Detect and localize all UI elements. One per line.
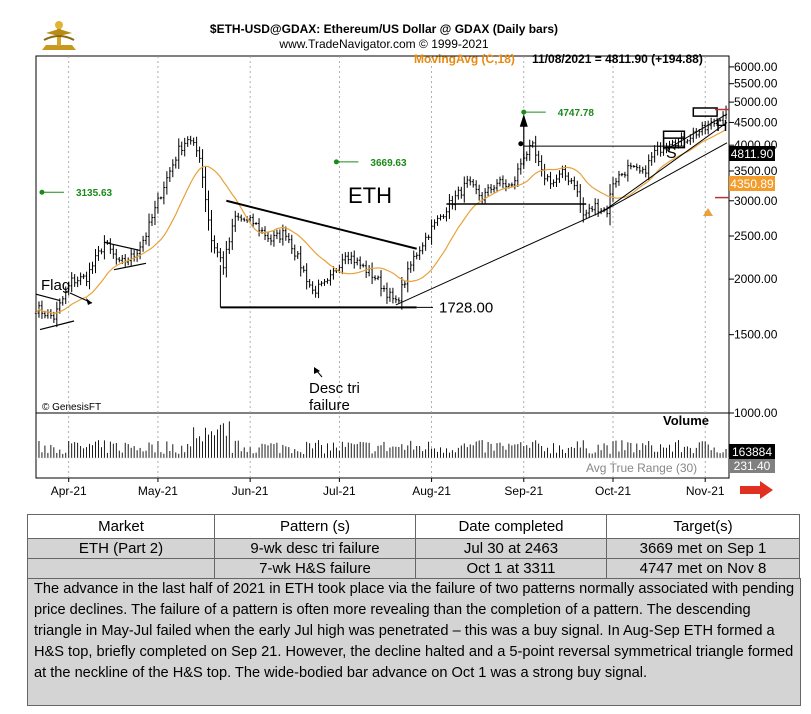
x-tick-label: Jul-21 — [323, 484, 356, 498]
last-bar-readout: 11/08/2021 = 4811.90 (+194.88) — [532, 52, 703, 66]
chart-title: $ETH-USD@GDAX: Ethereum/US Dollar @ GDAX… — [210, 22, 558, 36]
triangle-line — [603, 122, 728, 212]
price-chart: Flag 3135.63 3669.63 4747.78 1728.00 Desc tri… — [34, 21, 778, 499]
hs-shoulder-label: S — [666, 145, 677, 162]
y-tick-label: 4500.00 — [734, 115, 778, 129]
description-text: The advance in the last half of 2021 in … — [27, 578, 801, 706]
table-row: 7-wk H&S failure Oct 1 at 3311 4747 met … — [27, 558, 800, 579]
triangle-line — [603, 142, 728, 212]
volume-bars — [35, 421, 729, 459]
y-tick-label: 6000.00 — [734, 60, 778, 74]
watermark: © GenesisFT — [42, 402, 101, 413]
cell-date: Oct 1 at 3311 — [415, 558, 607, 579]
y-tick-label: 2500.00 — [734, 229, 778, 243]
atr-label: Avg True Range (30) — [586, 461, 697, 475]
trade-navigator-logo — [42, 21, 76, 50]
cell-target: 3669 met on Sep 1 — [606, 538, 800, 559]
y-tick-label: 5500.00 — [734, 77, 778, 91]
x-tick-label: Aug-21 — [412, 484, 451, 498]
y-tick-label: 1000.00 — [734, 406, 778, 420]
header-market: Market — [27, 514, 215, 539]
scroll-right-arrow-icon[interactable] — [740, 481, 773, 499]
triangle-line — [669, 113, 728, 149]
flag-label: Flag — [41, 277, 70, 294]
target-desc-tri-label: 3669.63 — [370, 158, 407, 169]
hs-head-marker — [518, 141, 524, 147]
flag-line — [103, 241, 141, 252]
triangle-top-line — [226, 199, 417, 250]
x-tick-label: Apr-21 — [51, 484, 87, 498]
hs-head-box — [692, 107, 718, 117]
x-tick-label: Jun-21 — [232, 484, 269, 498]
instrument-label: ETH — [348, 183, 392, 208]
header-pattern: Pattern (s) — [214, 514, 416, 539]
cell-market — [27, 558, 215, 579]
hs-head-label: H — [716, 118, 728, 135]
moving-average-line — [35, 128, 727, 315]
x-tick-label: Oct-21 — [595, 484, 631, 498]
indicator-label: MovingAvg (C,18) — [414, 52, 515, 66]
alert-marker — [703, 208, 713, 216]
cell-pattern: 7-wk H&S failure — [214, 558, 416, 579]
table-row: ETH (Part 2) 9-wk desc tri failure Jul 3… — [27, 538, 800, 559]
volume-box — [729, 444, 775, 459]
flag-line — [35, 293, 61, 302]
flag-line — [39, 320, 75, 331]
header-target: Target(s) — [606, 514, 800, 539]
y-tick-label: 2000.00 — [734, 272, 778, 286]
desc-tri-arrow-head — [314, 367, 320, 374]
desc-tri-label: Desc tri — [309, 380, 360, 397]
flag-arrow-head — [86, 298, 92, 305]
hs-shoulder-box — [662, 130, 686, 149]
x-tick-label: Nov-21 — [686, 484, 725, 498]
table-header-row: Market Pattern (s) Date completed Target… — [27, 514, 800, 539]
volume-label: Volume — [663, 413, 709, 428]
y-tick-label: 3500.00 — [734, 164, 778, 178]
cell-target: 4747 met on Nov 8 — [606, 558, 800, 579]
flag-line — [113, 262, 147, 271]
y-tick-label: 5000.00 — [734, 95, 778, 109]
x-tick-label: May-21 — [138, 484, 178, 498]
moving-avg-value: 4350.89 — [730, 177, 774, 191]
annotations: Flag 3135.63 3669.63 4747.78 1728.00 Desc tri… — [35, 107, 729, 414]
x-tick-label: Sep-21 — [504, 484, 543, 498]
price-bars — [34, 105, 728, 328]
target-flag-label: 3135.63 — [76, 188, 113, 199]
y-tick-label: 3000.00 — [734, 194, 778, 208]
y-tick-label: 1500.00 — [734, 328, 778, 342]
chart-subtitle: www.TradeNavigator.com © 1999-2021 — [278, 37, 488, 51]
rising-trendline — [395, 210, 605, 306]
pattern-table: Market Pattern (s) Date completed Target… — [27, 514, 800, 579]
desc-tri-label: failure — [309, 397, 350, 414]
header-date: Date completed — [415, 514, 607, 539]
volume-value: 163884 — [732, 445, 772, 459]
atr-box — [729, 459, 775, 473]
cell-pattern: 9-wk desc tri failure — [214, 538, 416, 559]
last-price-value: 4811.90 — [731, 147, 774, 161]
chart-frame — [35, 55, 730, 479]
hs-measure-arrowhead — [519, 114, 528, 127]
last-price-box — [729, 146, 775, 161]
target-hs-label: 4747.78 — [558, 108, 595, 119]
support-level-label: 1728.00 — [439, 299, 493, 316]
axes: Apr-21 May-21 Jun-21 Jul-21 Aug-21 Sep-21 Oct-… — [51, 60, 778, 498]
cell-market: ETH (Part 2) — [27, 538, 215, 559]
atr-value: 231.40 — [734, 459, 771, 473]
moving-avg-box — [729, 176, 775, 191]
cell-date: Jul 30 at 2463 — [415, 538, 607, 559]
